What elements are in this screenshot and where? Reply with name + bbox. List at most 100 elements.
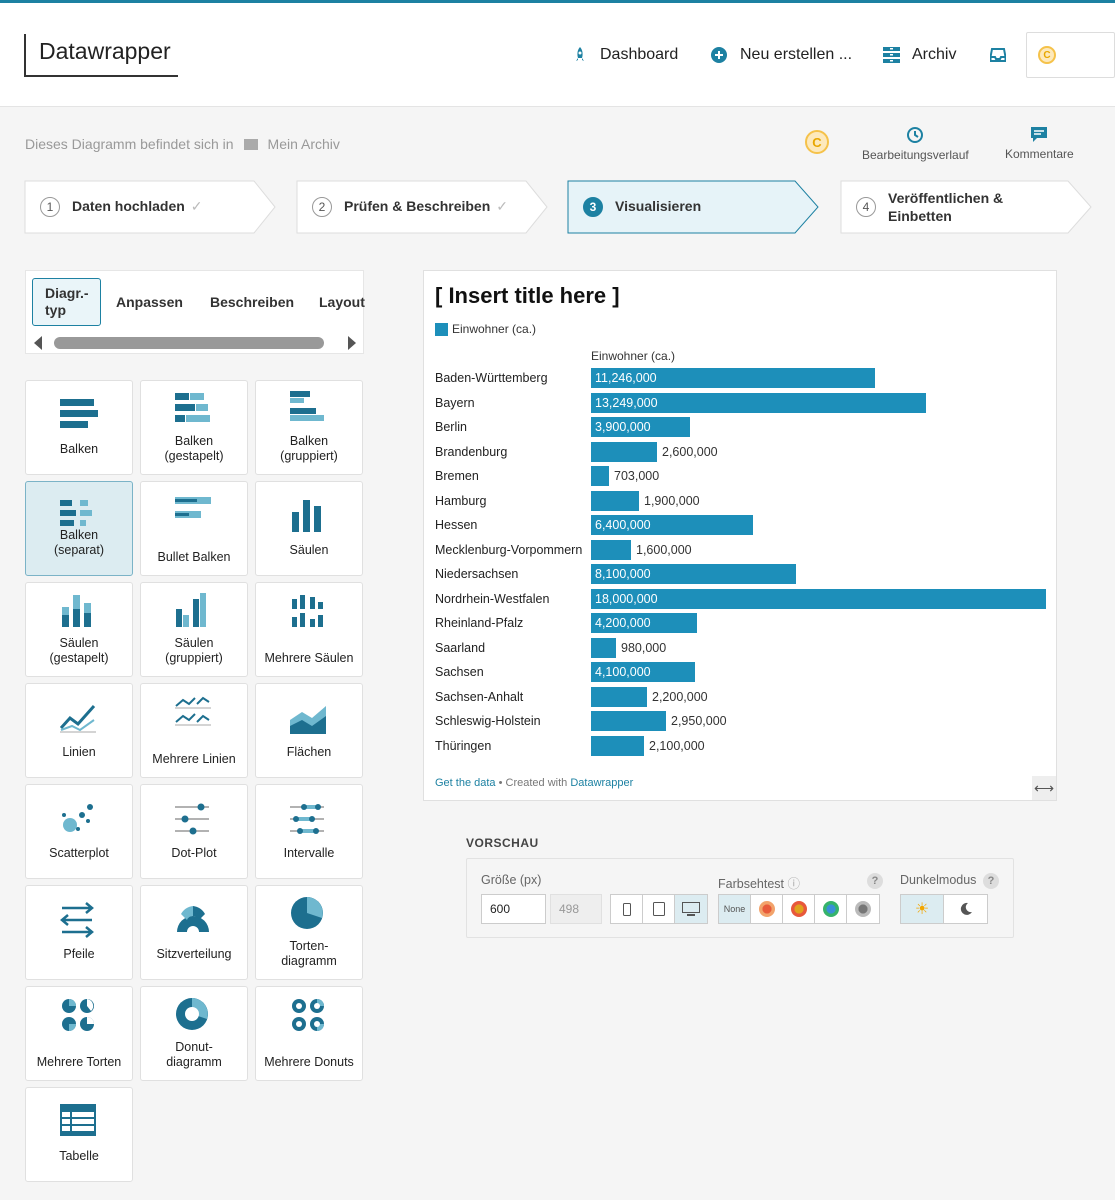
tab-chart-type[interactable]: Diagr.-typ	[32, 278, 101, 326]
chart-title[interactable]: [ Insert title here ]	[435, 283, 620, 308]
chart-type-table[interactable]: Tabelle	[25, 1087, 133, 1182]
bar	[591, 564, 796, 584]
tablet-icon[interactable]	[643, 895, 675, 923]
arrow-plot-icon	[60, 902, 94, 938]
top-accent-bar	[0, 0, 1115, 3]
colorblind-tritanopia-button[interactable]	[815, 895, 847, 923]
nav-inbox[interactable]	[990, 43, 1018, 67]
width-input[interactable]: 600	[481, 894, 546, 924]
colorblind-grayscale-button[interactable]	[847, 895, 879, 923]
colorblind-deuteranopia-button[interactable]	[783, 895, 815, 923]
nav-archive[interactable]: Archiv	[883, 43, 956, 67]
bar-value-label: 2,950,000	[671, 714, 727, 728]
phone-icon[interactable]	[611, 895, 643, 923]
chart-type-stacked-bar[interactable]: Balken (gestapelt)	[140, 380, 248, 475]
row-label: Berlin	[435, 420, 467, 434]
chart-type-pie-chart[interactable]: Torten-diagramm	[255, 885, 363, 980]
bar	[591, 441, 657, 462]
column-chart-icon	[292, 500, 321, 532]
resize-handle-icon[interactable]: ⟷	[1032, 776, 1056, 800]
comments-button[interactable]: Kommentare	[1005, 126, 1074, 161]
chart-type-range-plot[interactable]: Intervalle	[255, 784, 363, 879]
row-label: Sachsen-Anhalt	[435, 689, 524, 704]
chart-type-donut-chart[interactable]: Donut-diagramm	[140, 986, 248, 1081]
chart-type-label: Säulen (gestapelt)	[49, 636, 109, 665]
scroll-left-arrow[interactable]	[34, 336, 42, 350]
area-chart-icon	[290, 706, 326, 734]
sun-icon[interactable]: ☀	[901, 895, 944, 923]
row-label: Hamburg	[435, 493, 487, 508]
comment-icon	[1031, 127, 1048, 142]
scroll-right-arrow[interactable]	[348, 336, 356, 350]
get-data-link[interactable]: Get the data	[435, 777, 496, 789]
bar-value-label: 980,000	[621, 640, 667, 655]
line-chart-icon	[60, 705, 96, 733]
tab-customize[interactable]: Anpassen	[116, 294, 183, 310]
row-label: Bayern	[435, 395, 475, 410]
step-visualize-label: Visualisieren	[615, 198, 702, 214]
chart-type-multiple-donuts[interactable]: Mehrere Donuts	[255, 986, 363, 1081]
datawrapper-logo[interactable]: Datawrapper	[24, 34, 178, 77]
credit-coin-icon[interactable]: C	[805, 130, 829, 154]
chart-type-grouped-bar[interactable]: Balken (gruppiert)	[255, 380, 363, 475]
bar-value-label: 1,900,000	[644, 493, 700, 508]
chart-type-label: Mehrere Donuts	[264, 1055, 354, 1069]
chart-type-election-donut[interactable]: Sitzverteilung	[140, 885, 248, 980]
chart-type-label: Säulen (gruppiert)	[165, 636, 223, 665]
help-icon[interactable]: ?	[867, 873, 883, 889]
multiple-columns-icon	[292, 595, 323, 627]
tab-describe[interactable]: Beschreiben	[210, 294, 295, 310]
history-button[interactable]: Bearbeitungsverlauf	[862, 126, 969, 162]
grouped-column-icon	[176, 593, 206, 627]
tabs-scrollbar[interactable]	[54, 337, 324, 349]
chart-type-area-chart[interactable]: Flächen	[255, 683, 363, 778]
bar	[591, 417, 690, 437]
colorblind-none-button[interactable]: None	[719, 895, 751, 923]
nav-dashboard[interactable]: Dashboard	[572, 43, 678, 67]
pie-chart-icon	[291, 897, 323, 929]
chart-type-stacked-column[interactable]: Säulen (gestapelt)	[25, 582, 133, 677]
size-label: Größe (px)	[481, 873, 542, 887]
legend-swatch	[435, 322, 448, 336]
desktop-icon[interactable]	[675, 895, 707, 923]
datawrapper-link[interactable]: Datawrapper	[570, 777, 634, 789]
chart-type-column-chart[interactable]: Säulen	[255, 481, 363, 576]
bar-value-label: 2,100,000	[649, 738, 705, 753]
multiple-donuts-icon	[292, 999, 324, 1031]
nav-create[interactable]: Neu erstellen ...	[710, 43, 852, 67]
chart-type-label: Balken (gruppiert)	[280, 434, 338, 463]
chart-type-bullet-bar[interactable]: Bullet Balken	[140, 481, 248, 576]
help-icon[interactable]: ?	[983, 873, 999, 889]
chart-type-multiple-lines[interactable]: Mehrere Linien	[140, 683, 248, 778]
chart-type-grouped-column[interactable]: Säulen (gruppiert)	[140, 582, 248, 677]
chart-type-split-bar[interactable]: Balken (separat)	[25, 481, 133, 576]
chart-type-multiple-columns[interactable]: Mehrere Säulen	[255, 582, 363, 677]
chart-type-dot-plot[interactable]: Dot-Plot	[140, 784, 248, 879]
row-label: Sachsen	[435, 665, 484, 679]
chart-type-label: Donut-diagramm	[166, 1040, 222, 1069]
chart-type-bar-chart[interactable]: Balken	[25, 380, 133, 475]
bar	[591, 539, 631, 560]
credit-coin-icon: C	[1038, 46, 1056, 64]
chart-type-label: Mehrere Linien	[152, 752, 236, 766]
bar	[591, 466, 609, 486]
bar-value-label: 3,900,000	[595, 420, 651, 434]
bar-value-label: 2,600,000	[662, 444, 718, 459]
moon-icon[interactable]	[944, 895, 987, 923]
info-icon: ⓘ	[787, 877, 801, 891]
chart-type-line-chart[interactable]: Linien	[25, 683, 133, 778]
bar-value-label: 1,600,000	[636, 542, 692, 557]
checkmark-icon: ✓	[190, 198, 203, 214]
stacked-bar-icon	[175, 393, 210, 422]
colorblind-protanopia-button[interactable]	[751, 895, 783, 923]
row-label: Hessen	[435, 518, 478, 532]
chart-type-arrow-plot[interactable]: Pfeile	[25, 885, 133, 980]
bullet-bar-icon	[175, 497, 211, 518]
breadcrumb-folder-link[interactable]: Mein Archiv	[267, 136, 340, 152]
bar-value-label: 11,246,000	[595, 371, 657, 385]
chart-type-multiple-pies[interactable]: Mehrere Torten	[25, 986, 133, 1081]
credits-box[interactable]: C	[1026, 32, 1115, 78]
tab-layout[interactable]: Layout	[319, 294, 365, 310]
chart-type-scatterplot[interactable]: Scatterplot	[25, 784, 133, 879]
stacked-column-icon	[62, 595, 91, 627]
